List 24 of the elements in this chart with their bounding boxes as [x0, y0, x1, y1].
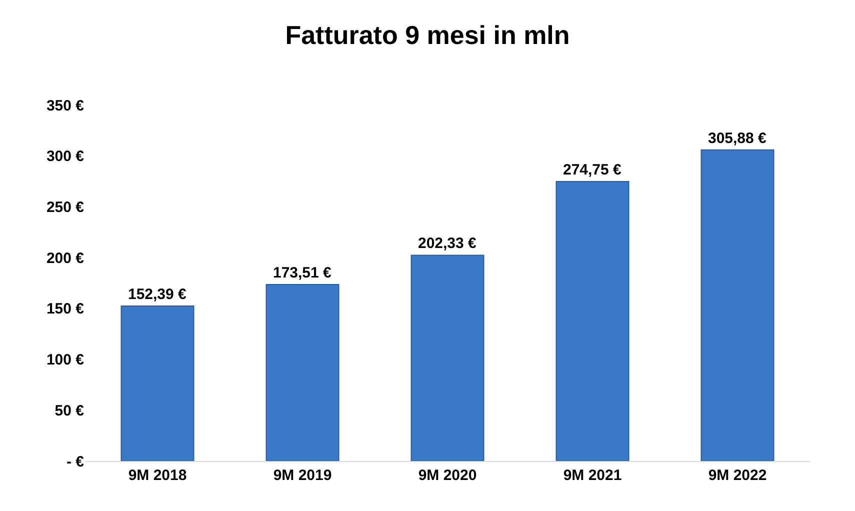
chart-title: Fatturato 9 mesi in mln	[285, 20, 570, 50]
y-tick-label: - €	[66, 453, 85, 470]
data-label: 305,88 €	[708, 130, 768, 147]
y-tick-label: 300 €	[46, 148, 85, 166]
y-tick-label: 250 €	[46, 198, 85, 216]
bar	[266, 284, 340, 461]
y-tick-label: 200 €	[46, 250, 85, 267]
y-tick-label: 50 €	[54, 402, 85, 420]
bar	[410, 254, 484, 461]
x-tick-label: 9M 2018	[128, 467, 187, 484]
x-tick-label: 9M 2022	[708, 467, 767, 484]
data-label: 274,75 €	[562, 162, 622, 179]
y-tick-label: 150 €	[46, 300, 85, 318]
y-tick-label: 100 €	[46, 352, 85, 369]
x-tick-label: 9M 2020	[418, 467, 477, 484]
bar	[556, 181, 630, 461]
data-label: 202,33 €	[418, 235, 478, 252]
data-label: 173,51 €	[272, 264, 332, 282]
bar	[120, 306, 194, 461]
y-tick-label: 350 €	[46, 97, 85, 114]
x-tick-label: 9M 2019	[273, 467, 332, 484]
bar	[700, 149, 774, 461]
data-label: 152,39 €	[128, 286, 188, 303]
x-tick-label: 9M 2021	[563, 467, 622, 484]
